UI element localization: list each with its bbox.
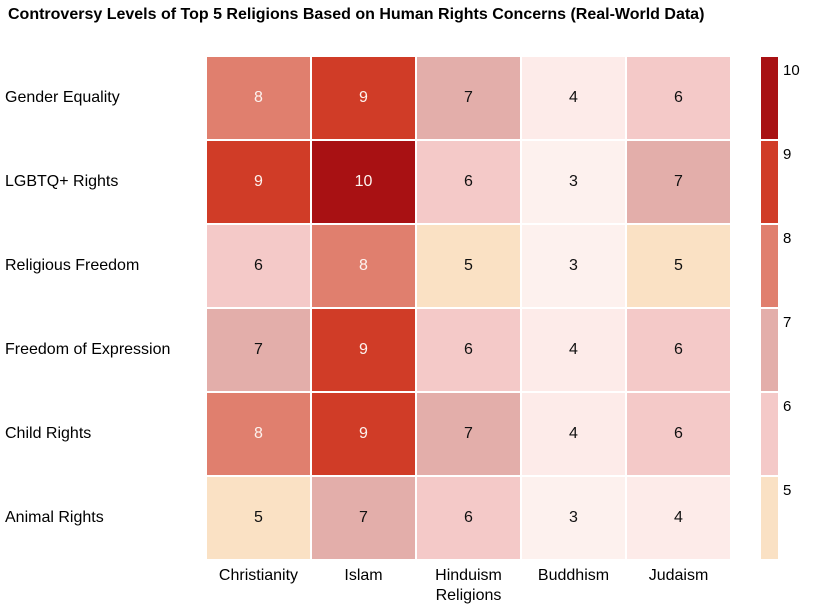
heatmap-cell[interactable]: 7 [207, 309, 310, 391]
heatmap-cell[interactable]: 6 [417, 477, 520, 559]
heatmap-cell[interactable]: 6 [417, 141, 520, 223]
heatmap-cell[interactable]: 5 [207, 477, 310, 559]
colorbar-tick-label: 10 [783, 62, 800, 79]
colorbar-tick-label: 9 [783, 146, 792, 163]
colorbar-segment [761, 477, 778, 559]
heatmap-cell[interactable]: 9 [312, 57, 415, 139]
heatmap-cell[interactable]: 6 [627, 309, 730, 391]
colorbar-tick-label: 8 [783, 230, 792, 247]
heatmap-cell[interactable]: 8 [207, 57, 310, 139]
heatmap-cell[interactable]: 6 [207, 225, 310, 307]
heatmap-cell[interactable]: 9 [207, 141, 310, 223]
colorbar-segment [761, 309, 778, 391]
colorbar-segment [761, 57, 778, 139]
y-tick-label: Freedom of Expression [5, 341, 171, 358]
x-tick-label: Buddhism [537, 567, 610, 584]
heatmap-cell[interactable]: 6 [627, 57, 730, 139]
colorbar-tick-label: 6 [783, 398, 792, 415]
heatmap-cell[interactable]: 4 [522, 57, 625, 139]
y-tick-label: Religious Freedom [5, 257, 140, 274]
heatmap-cell[interactable]: 8 [312, 225, 415, 307]
x-tick-label: Judaism [648, 567, 709, 584]
heatmap-cell[interactable]: 10 [312, 141, 415, 223]
heatmap-cell[interactable]: 4 [522, 309, 625, 391]
y-tick-label: Animal Rights [5, 509, 104, 526]
heatmap-cell[interactable]: 7 [417, 57, 520, 139]
y-tick-label: Child Rights [5, 425, 92, 442]
heatmap-cell[interactable]: 3 [522, 141, 625, 223]
heatmap-cell[interactable]: 5 [417, 225, 520, 307]
colorbar-tick-label: 5 [783, 482, 792, 499]
heatmap-cell[interactable]: 9 [312, 309, 415, 391]
colorbar-segment [761, 141, 778, 223]
heatmap-cell[interactable]: 9 [312, 393, 415, 475]
x-tick-label: Christianity [218, 567, 299, 584]
x-tick-label: Hinduism [435, 567, 502, 584]
heatmap-cell[interactable]: 6 [417, 309, 520, 391]
heatmap-cell[interactable]: 7 [312, 477, 415, 559]
chart-title: Controversy Levels of Top 5 Religions Ba… [8, 6, 705, 23]
colorbar-tick-label: 7 [783, 314, 792, 331]
y-tick-label: Gender Equality [5, 89, 120, 106]
colorbar-segment [761, 225, 778, 307]
heatmap-cell[interactable]: 3 [522, 225, 625, 307]
heatmap-cell[interactable]: 4 [522, 393, 625, 475]
x-tick-label: Islam [344, 567, 383, 584]
heatmap-cell[interactable]: 5 [627, 225, 730, 307]
heatmap-cell[interactable]: 7 [627, 141, 730, 223]
heatmap-cell[interactable]: 4 [627, 477, 730, 559]
heatmap-cell[interactable]: 7 [417, 393, 520, 475]
heatmap-cell[interactable]: 8 [207, 393, 310, 475]
y-tick-label: LGBTQ+ Rights [5, 173, 119, 190]
heatmap-cell[interactable]: 6 [627, 393, 730, 475]
x-axis-title: Religions [435, 587, 502, 604]
colorbar-segment [761, 393, 778, 475]
heatmap-cell[interactable]: 3 [522, 477, 625, 559]
